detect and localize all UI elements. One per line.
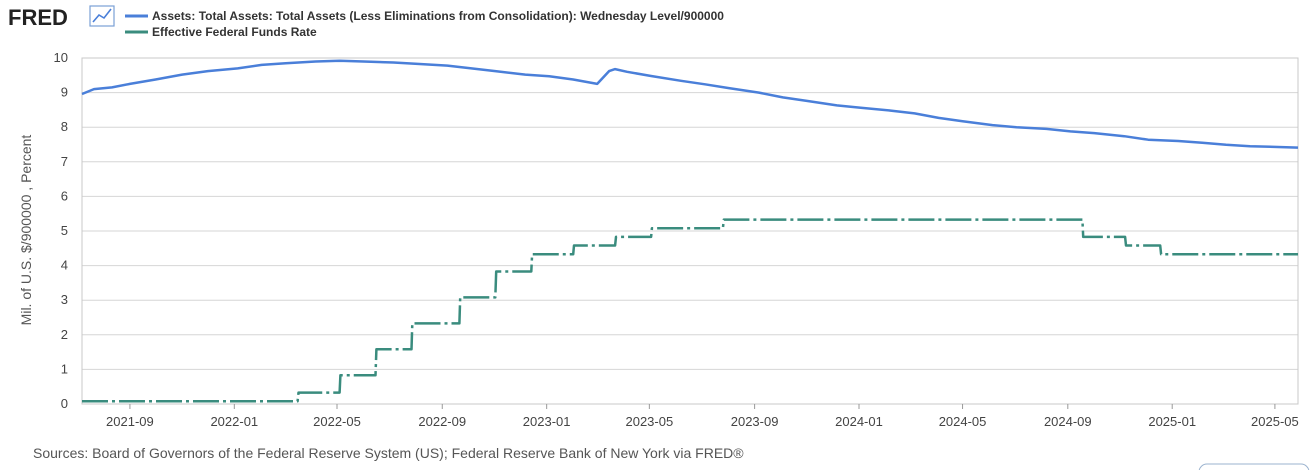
fred-logo[interactable]: FRED bbox=[8, 5, 115, 30]
x-tick-label: 2022-01 bbox=[210, 414, 258, 429]
x-tick-label: 2025-05 bbox=[1251, 414, 1299, 429]
y-tick-label: 3 bbox=[61, 292, 68, 307]
y-tick-label: 0 bbox=[61, 396, 68, 411]
x-tick-label: 2021-09 bbox=[106, 414, 154, 429]
y-tick-labels: 0 1 2 3 4 5 6 7 8 9 10 bbox=[54, 50, 68, 411]
y-tick-label: 1 bbox=[61, 361, 68, 376]
edit-graph-button[interactable] bbox=[1198, 463, 1310, 470]
legend-label-assets: Assets: Total Assets: Total Assets (Less… bbox=[152, 9, 724, 23]
y-tick-label: 5 bbox=[61, 223, 68, 238]
y-tick-label: 8 bbox=[61, 119, 68, 134]
legend-label-effr: Effective Federal Funds Rate bbox=[152, 25, 317, 39]
x-tick-label: 2022-05 bbox=[313, 414, 361, 429]
logo-text: FRED bbox=[8, 5, 68, 30]
x-tick-label: 2024-01 bbox=[835, 414, 883, 429]
x-tick-label: 2023-09 bbox=[731, 414, 779, 429]
x-tick-label: 2023-01 bbox=[523, 414, 571, 429]
x-tick-labels: 2021-09 2022-01 2022-05 2022-09 2023-01 2023-… bbox=[106, 404, 1299, 429]
y-tick-label: 6 bbox=[61, 188, 68, 203]
legend: Assets: Total Assets: Total Assets (Less… bbox=[125, 9, 724, 39]
series-lines bbox=[81, 59, 1299, 403]
x-tick-label: 2022-09 bbox=[418, 414, 466, 429]
series-line-total-assets bbox=[81, 59, 1299, 149]
y-tick-label: 2 bbox=[61, 327, 68, 342]
plot-border bbox=[81, 57, 1299, 405]
series-line-effr bbox=[82, 218, 1298, 403]
y-tick-label: 10 bbox=[54, 50, 68, 65]
line-chart-icon bbox=[89, 5, 115, 27]
x-tick-label: 2024-09 bbox=[1044, 414, 1092, 429]
y-tick-label: 4 bbox=[61, 258, 68, 273]
x-tick-label: 2025-01 bbox=[1148, 414, 1196, 429]
y-axis-label: Mil. of U.S. $/900000 , Percent bbox=[18, 135, 34, 326]
y-tick-label: 7 bbox=[61, 154, 68, 169]
x-tick-label: 2024-05 bbox=[939, 414, 987, 429]
y-tick-label: 9 bbox=[61, 85, 68, 100]
x-tick-label: 2023-05 bbox=[625, 414, 673, 429]
gridlines bbox=[81, 57, 1299, 405]
source-note: Sources: Board of Governors of the Feder… bbox=[33, 445, 744, 461]
